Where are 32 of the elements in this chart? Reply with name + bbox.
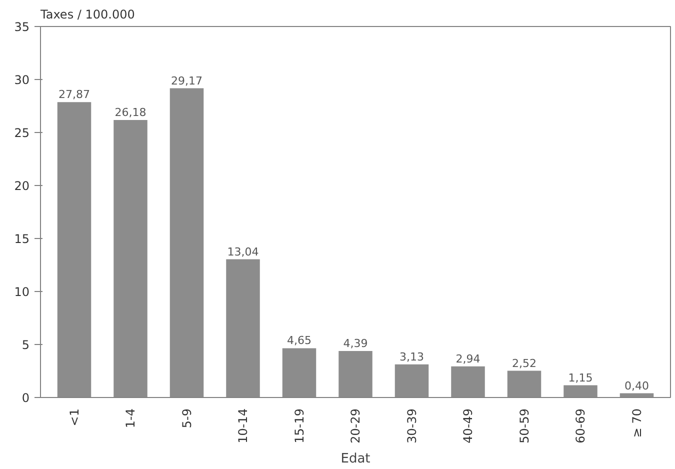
y-tick-label: 10 [14,285,30,299]
x-tick-label: 5-9 [180,408,194,428]
x-tick-label: 40-49 [461,408,475,444]
x-tick-label: <1 [67,408,82,426]
data-label: 0,40 [624,379,650,392]
x-tick-label: 60-69 [574,408,588,444]
y-tick-label: 5 [22,338,30,352]
x-tick-label: 1-4 [124,408,138,428]
data-label: 2,52 [512,356,537,370]
y-tick-label: 35 [14,20,30,34]
data-label: 4,65 [287,334,312,348]
y-tick-label: 20 [14,179,30,193]
data-label: 2,94 [456,352,480,366]
data-label: 27,87 [58,88,90,102]
data-label: 29,17 [171,74,203,88]
x-tick-label: 10-14 [236,408,250,444]
y-tick-label: 0 [22,391,30,405]
data-label: 26,18 [114,106,146,119]
x-tick-label: 30-39 [404,408,419,444]
data-label: 4,39 [343,336,368,350]
data-label: 1,15 [568,371,593,384]
x-axis-title: Edat [340,451,370,466]
y-axis-title: Taxes / 100.000 [40,8,135,22]
y-tick-label: 15 [14,232,30,246]
data-label: 13,04 [227,245,259,258]
x-tick-label: 20-29 [348,408,362,444]
y-tick-label: 25 [14,126,30,140]
x-tick-label: 15-19 [292,408,306,444]
y-tick-label: 30 [14,73,30,87]
x-tick-label: ≥ 70 [630,408,644,438]
data-label: 3,13 [400,350,424,364]
x-tick-label: 50-59 [517,408,532,444]
